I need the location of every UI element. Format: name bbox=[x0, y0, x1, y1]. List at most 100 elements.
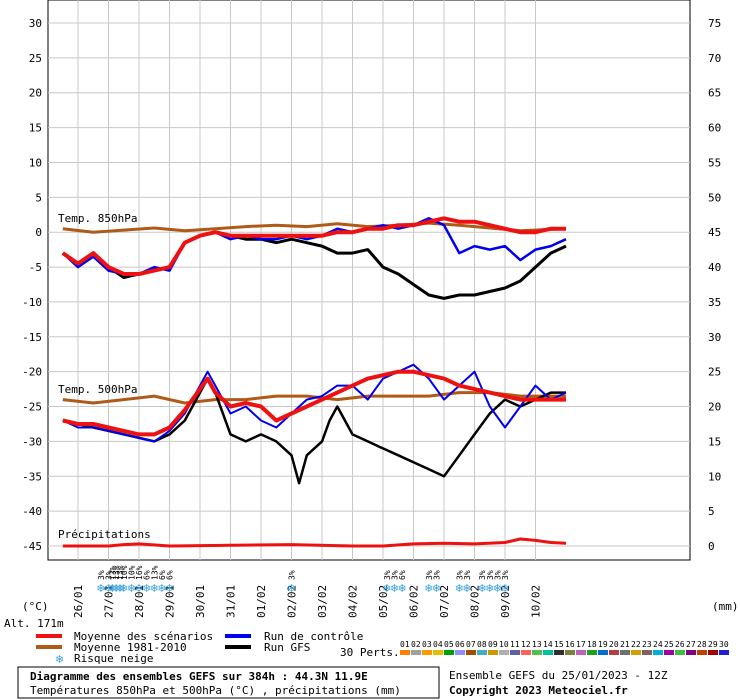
snow-risk-percent: 13% bbox=[150, 565, 159, 580]
snowflake-icon: ❄ bbox=[462, 582, 471, 595]
snowflake-icon: ❄ bbox=[500, 582, 509, 595]
pert-swatch bbox=[565, 650, 575, 655]
right-tick-label: 0 bbox=[708, 540, 715, 553]
left-tick-label: 0 bbox=[35, 226, 42, 239]
series-layer bbox=[61, 216, 567, 548]
snow-risk-marker: ❄ 3% bbox=[500, 570, 510, 595]
label-precip: Précipitations bbox=[58, 528, 151, 541]
left-tick-label: -30 bbox=[22, 435, 42, 448]
pert-swatch bbox=[554, 650, 564, 655]
x-tick-label: 08/02 bbox=[469, 585, 482, 618]
pert-swatch bbox=[719, 650, 729, 655]
pert-swatch bbox=[477, 650, 487, 655]
pert-swatch bbox=[653, 650, 663, 655]
snow-risk-marker: ❄ 10% bbox=[127, 565, 137, 595]
left-tick-label: -10 bbox=[22, 296, 42, 309]
snowflake-icon: ❄ bbox=[104, 582, 113, 595]
snow-risk-percent: 3% bbox=[105, 570, 114, 580]
left-tick-label: 20 bbox=[29, 87, 42, 100]
pert-swatch bbox=[642, 650, 652, 655]
snow-risk-percent: 3% bbox=[97, 570, 106, 580]
snow-risk-percent: 3% bbox=[493, 570, 502, 580]
pert-number: 03 bbox=[422, 640, 432, 649]
snow-risk-percent: 3% bbox=[425, 570, 434, 580]
pert-swatch bbox=[510, 650, 520, 655]
x-tick-label: 09/02 bbox=[499, 585, 512, 618]
right-tick-label: 30 bbox=[708, 331, 721, 344]
pert-number: 08 bbox=[477, 640, 487, 649]
pert-swatch bbox=[543, 650, 553, 655]
pert-swatch bbox=[620, 650, 630, 655]
snow-risk-percent: 3% bbox=[288, 570, 297, 580]
snow-risk-row: ❄3%❄3%❄13%❄13%❄13%❄10%❄10%❄16%❄6%❄13%❄6%… bbox=[96, 565, 510, 595]
right-tick-label: 35 bbox=[708, 296, 721, 309]
pert-number: 27 bbox=[686, 640, 696, 649]
snow-risk-percent: 3% bbox=[486, 570, 495, 580]
plot-area bbox=[47, 0, 691, 561]
pert-number: 10 bbox=[499, 640, 509, 649]
pert-number: 24 bbox=[653, 640, 663, 649]
snowflake-icon: ❄ bbox=[424, 582, 433, 595]
snow-risk-percent: 10% bbox=[120, 565, 129, 580]
snow-risk-marker: ❄ 3% bbox=[96, 570, 106, 595]
left-tick-label: 15 bbox=[29, 122, 42, 135]
series-t500-mean bbox=[62, 369, 566, 437]
series-t850-mean bbox=[61, 216, 566, 276]
left-tick-label: -35 bbox=[22, 470, 42, 483]
right-tick-label: 40 bbox=[708, 261, 721, 274]
snow-risk-percent: 13% bbox=[108, 565, 117, 580]
snow-risk-marker: ❄ 6% bbox=[397, 570, 407, 595]
snow-risk-percent: 13% bbox=[116, 565, 125, 580]
right-tick-label: 20 bbox=[708, 401, 721, 414]
pert-swatch bbox=[444, 650, 454, 655]
pert-number: 26 bbox=[675, 640, 685, 649]
pert-swatch bbox=[708, 650, 718, 655]
pert-number: 07 bbox=[466, 640, 476, 649]
pert-number: 28 bbox=[697, 640, 707, 649]
snowflake-icon: ❄ bbox=[390, 582, 399, 595]
snowflake-icon: ❄ bbox=[493, 582, 502, 595]
snow-risk-percent: 6% bbox=[158, 570, 167, 580]
right-tick-label: 15 bbox=[708, 435, 721, 448]
left-tick-label: 30 bbox=[29, 17, 42, 30]
snow-risk-marker: ❄ 13% bbox=[150, 565, 160, 595]
perturbation-legend: 01 02 03 04 05 06 07 08 09 10 11 12 13 14 15 16 17 18 19 20… bbox=[400, 640, 729, 655]
pert-swatch bbox=[488, 650, 498, 655]
right-tick-label: 60 bbox=[708, 122, 721, 135]
snow-risk-percent: 3% bbox=[501, 570, 510, 580]
pert-number: 15 bbox=[554, 640, 564, 649]
series-precip-mean bbox=[62, 537, 567, 548]
snowflake-icon: ❄ bbox=[55, 653, 64, 666]
legend-label-control: Run de contrôle bbox=[264, 630, 363, 643]
left-axis-unit: (°C) bbox=[22, 600, 49, 613]
pert-swatch bbox=[664, 650, 674, 655]
label-t500: Temp. 500hPa bbox=[58, 383, 137, 396]
snow-risk-percent: 3% bbox=[478, 570, 487, 580]
run-source: Ensemble GEFS du 25/01/2023 - 12Z bbox=[449, 669, 668, 682]
left-tick-label: -25 bbox=[22, 401, 42, 414]
pert-number: 04 bbox=[433, 640, 443, 649]
snow-risk-marker: ❄ 3% bbox=[455, 570, 465, 595]
right-tick-label: 70 bbox=[708, 52, 721, 65]
x-tick-label: 04/02 bbox=[347, 585, 360, 618]
pert-number: 09 bbox=[488, 640, 498, 649]
snow-risk-percent: 3% bbox=[390, 570, 399, 580]
x-tick-label: 01/02 bbox=[255, 585, 268, 618]
x-tick-label: 30/01 bbox=[194, 585, 207, 618]
pert-number: 11 bbox=[510, 640, 520, 649]
x-tick-label: 10/02 bbox=[530, 585, 543, 618]
left-tick-label: -15 bbox=[22, 331, 42, 344]
snowflake-icon: ❄ bbox=[142, 582, 151, 595]
legend-swatch-mean bbox=[36, 634, 62, 638]
snowflake-icon: ❄ bbox=[115, 582, 124, 595]
copyright: Copyright 2023 Meteociel.fr bbox=[449, 684, 628, 697]
snow-risk-marker: ❄ 13% bbox=[108, 565, 118, 595]
x-tick-label: 06/02 bbox=[408, 585, 421, 618]
snow-risk-marker: ❄ 3% bbox=[104, 570, 114, 595]
snow-risk-marker: ❄ 3% bbox=[485, 570, 495, 595]
title-box bbox=[17, 666, 440, 699]
snowflake-icon: ❄ bbox=[478, 582, 487, 595]
snow-risk-marker: ❄ 3% bbox=[382, 570, 392, 595]
x-tick-label: 29/01 bbox=[164, 585, 177, 618]
